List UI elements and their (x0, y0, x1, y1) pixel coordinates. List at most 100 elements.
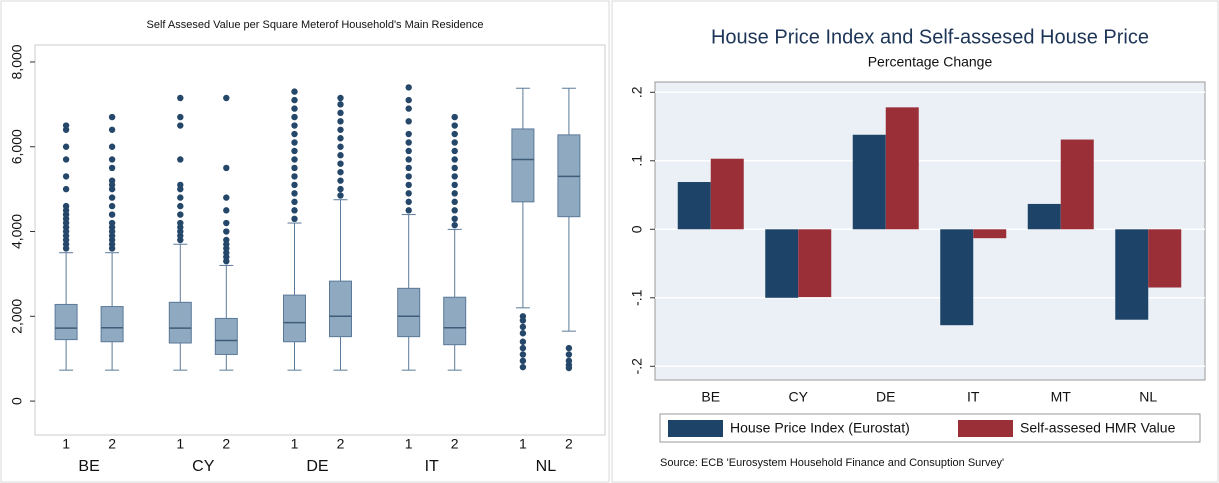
chart-title: House Price Index and Self-assesed House… (711, 26, 1149, 48)
outlier (223, 236, 230, 244)
outlier (405, 139, 412, 146)
outlier (177, 156, 184, 163)
outlier (108, 202, 116, 210)
x-tick-label: 2 (337, 436, 345, 452)
box (168, 301, 192, 344)
outlier (291, 113, 298, 121)
group-label: CY (192, 458, 215, 475)
outlier (519, 357, 527, 365)
x-tick-label: DE (876, 389, 895, 405)
outlier (565, 344, 573, 352)
x-tick-label: 1 (176, 436, 184, 452)
x-tick-label: CY (789, 389, 809, 405)
bar (798, 229, 832, 298)
outlier (108, 126, 116, 133)
outlier (405, 118, 412, 125)
bar (765, 229, 799, 298)
x-tick-label: IT (967, 389, 980, 405)
bar (852, 134, 886, 230)
outlier (223, 207, 230, 214)
x-tick-label: 2 (451, 436, 459, 452)
box (214, 317, 238, 355)
x-tick-label: 2 (222, 436, 230, 452)
outlier (451, 215, 458, 223)
outlier (451, 147, 458, 155)
outlier (519, 344, 527, 352)
outlier (223, 219, 230, 227)
bar (973, 229, 1007, 239)
outlier (451, 181, 458, 189)
outlier (519, 313, 527, 320)
outlier (519, 323, 527, 331)
outlier (451, 190, 458, 197)
outlier (177, 211, 184, 218)
box (100, 306, 124, 343)
x-tick-label: 2 (108, 436, 116, 452)
chart-title: Self Assesed Value per Square Meterof Ho… (147, 19, 484, 31)
y-tick-label: 0 (9, 397, 25, 405)
x-tick-label: NL (1139, 389, 1157, 405)
source-note: Source: ECB 'Eurosystem Household Financ… (660, 457, 1004, 469)
y-tick-label: .2 (629, 86, 645, 98)
bar (1148, 229, 1182, 288)
outlier (177, 113, 184, 121)
outlier (337, 192, 344, 199)
legend-swatch (958, 420, 1013, 437)
outlier (451, 173, 458, 180)
outlier (451, 221, 458, 229)
x-tick-label: 1 (519, 436, 527, 452)
box (329, 280, 352, 338)
outlier (62, 185, 70, 193)
outlier (108, 143, 116, 150)
outlier (62, 122, 70, 129)
box (283, 294, 306, 343)
outlier (108, 211, 116, 218)
y-tick-label: .1 (629, 155, 645, 167)
outlier (337, 109, 344, 117)
bar (885, 107, 919, 230)
box (54, 303, 78, 341)
outlier (451, 207, 458, 214)
outlier (519, 338, 527, 345)
outlier (291, 147, 298, 155)
outlier (405, 198, 412, 206)
outlier (291, 130, 298, 138)
outlier (223, 228, 230, 235)
outlier (405, 190, 412, 197)
legend-label: House Price Index (Eurostat) (730, 420, 910, 436)
outlier (291, 173, 298, 180)
outlier (405, 207, 412, 214)
outlier (405, 96, 412, 104)
outlier (291, 164, 298, 172)
outlier (405, 147, 412, 155)
left-plot-area (34, 44, 606, 436)
x-tick-label: 1 (405, 436, 413, 452)
chart-subtitle: Percentage Change (868, 54, 993, 70)
outlier (337, 143, 344, 150)
outlier (177, 202, 184, 210)
y-tick-label: -.1 (629, 289, 645, 306)
outlier (108, 113, 116, 121)
y-tick-label: 2,000 (9, 299, 25, 334)
outlier (177, 194, 184, 201)
outlier (565, 351, 573, 358)
outlier (177, 122, 184, 129)
outlier (337, 118, 344, 125)
outlier (291, 198, 298, 206)
outlier (337, 152, 344, 159)
x-tick-label: 1 (62, 436, 70, 452)
bar (710, 158, 744, 230)
outlier (565, 357, 573, 365)
box (443, 296, 467, 346)
bar (677, 182, 711, 230)
y-tick-label: -.2 (629, 358, 645, 375)
bar (1060, 139, 1094, 230)
outlier (405, 105, 412, 112)
outlier (519, 330, 527, 337)
outlier (337, 185, 344, 193)
x-tick-label: 2 (565, 436, 573, 452)
outlier (291, 207, 298, 214)
outlier (337, 168, 344, 176)
outlier (405, 181, 412, 189)
outlier (337, 135, 344, 142)
